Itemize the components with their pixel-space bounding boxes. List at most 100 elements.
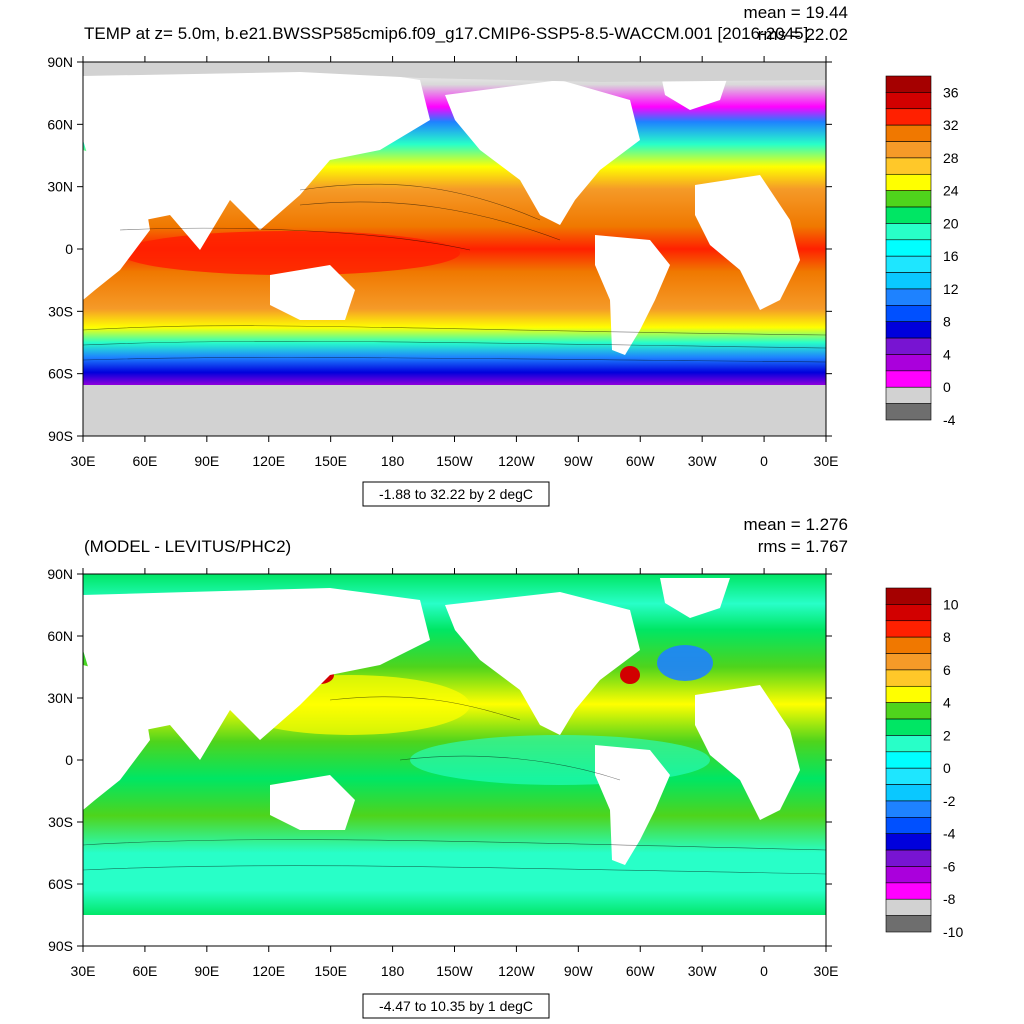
top-colorbar-swatch — [885, 206, 932, 224]
top-colorbar-swatch — [885, 223, 932, 241]
top-lon-tick-label: 30E — [71, 453, 96, 469]
bottom-colorbar-label: 2 — [943, 727, 951, 743]
top-colorbar-swatch — [885, 190, 932, 208]
bottom-colorbar-label: -6 — [943, 858, 956, 874]
bottom-colorbar-label: -8 — [943, 891, 956, 907]
top-lat-tick-label: 0 — [65, 241, 73, 257]
top-colorbar-swatch — [885, 288, 932, 306]
top-colorbar-label: 8 — [943, 314, 951, 330]
bottom-colorbar-label: 10 — [943, 596, 959, 612]
bottom-colorbar-swatch — [885, 833, 932, 851]
bottom-range-box — [362, 993, 550, 1019]
bottom-lon-tick-label: 60W — [626, 963, 656, 979]
bottom-lat-axis: 90N 60N 30N 0 30S 60S 90S — [47, 566, 832, 954]
top-colorbar-swatch — [885, 108, 932, 126]
bottom-land-eurasia — [83, 588, 430, 760]
top-colorbar-swatch — [885, 337, 932, 355]
bottom-mean: mean = 1.276 — [744, 515, 848, 534]
top-rms: rms = 22.02 — [758, 25, 848, 44]
top-colorbar-label: 24 — [943, 183, 959, 199]
bottom-colorbar-swatch — [885, 915, 932, 933]
bottom-lon-tick-label: 90W — [564, 963, 594, 979]
top-land-australia — [270, 265, 355, 320]
top-mean: mean = 19.44 — [744, 3, 848, 22]
bottom-lat-tick-label: 90S — [48, 938, 73, 954]
top-colorbar-swatch — [885, 239, 932, 257]
top-colorbar-swatch — [885, 157, 932, 175]
top-lon-tick-label: 30W — [688, 453, 718, 469]
top-map-field — [83, 62, 826, 436]
top-colorbar-label: 12 — [943, 281, 959, 297]
top-colorbar-swatch — [885, 141, 932, 159]
top-lon-tick-label: 150E — [314, 453, 347, 469]
top-lon-tick-label: 90W — [564, 453, 594, 469]
top-colorbar-swatch — [885, 305, 932, 323]
top-lat-axis: 90N 60N 30N 0 30S 60S 90S — [47, 54, 832, 444]
top-colorbar-swatch — [885, 75, 932, 93]
top-colorbar-swatch — [885, 370, 932, 388]
top-ice — [83, 62, 826, 436]
top-lon-tick-label: 120W — [498, 453, 535, 469]
bottom-land-africa-west — [695, 685, 800, 820]
bottom-lon-axis: 30E 60E 90E 120E 150E 180 150W 120W 90W 60W 30W 0 30… — [71, 568, 838, 979]
top-colorbar-swatch — [885, 321, 932, 339]
top-colorbar-swatch — [885, 403, 932, 421]
bottom-colorbar-label: 0 — [943, 760, 951, 776]
top-colorbar-label: 16 — [943, 248, 959, 264]
bottom-colorbar-swatch — [885, 849, 932, 867]
bottom-lon-tick-label: 150W — [436, 963, 473, 979]
top-lat-tick-label: 30S — [48, 303, 73, 319]
bottom-lon-tick-label: 30W — [688, 963, 718, 979]
bottom-colorbar-label: 8 — [943, 629, 951, 645]
bottom-colorbar-swatch — [885, 653, 932, 671]
top-range-box — [362, 481, 550, 507]
bottom-lon-tick-label: 180 — [381, 963, 405, 979]
top-arctic-ice — [83, 62, 826, 82]
bottom-colorbar-swatch — [885, 620, 932, 638]
top-warm-pool — [120, 231, 460, 275]
top-colorbar-label: 4 — [943, 346, 951, 362]
bottom-colorbar-swatch — [885, 866, 932, 884]
bottom-range-label: -4.47 to 10.35 by 1 degC — [379, 998, 533, 1014]
bottom-lon-tick-label: 0 — [760, 963, 768, 979]
top-lon-tick-label: 180 — [381, 453, 405, 469]
top-colorbar-swatch — [885, 92, 932, 110]
top-colorbar-swatch — [885, 386, 932, 404]
top-title: TEMP at z= 5.0m, b.e21.BWSSP585cmip6.f09… — [84, 24, 808, 43]
top-lon-tick-label: 150W — [436, 453, 473, 469]
bottom-lon-tick-label: 60E — [132, 963, 157, 979]
top-lon-tick-label: 30E — [814, 453, 839, 469]
top-lon-tick-label: 60E — [132, 453, 157, 469]
top-lon-tick-label: 0 — [760, 453, 768, 469]
top-colorbar-label: 36 — [943, 84, 959, 100]
bottom-lon-tick-label: 90E — [194, 963, 219, 979]
bottom-colorbar-label: 6 — [943, 662, 951, 678]
bottom-lat-tick-label: 30N — [47, 690, 73, 706]
bottom-land-north-america — [445, 592, 640, 735]
top-colorbar-label: 20 — [943, 215, 959, 231]
bottom-land — [83, 578, 826, 946]
bottom-lat-tick-label: 30S — [48, 814, 73, 830]
top-colorbar-swatch — [885, 272, 932, 290]
top-lon-tick-label: 90E — [194, 453, 219, 469]
top-colorbar-label: 28 — [943, 150, 959, 166]
bottom-colorbar-swatch — [885, 882, 932, 900]
top-colorbar-label: -4 — [943, 412, 956, 428]
top-contours — [83, 183, 826, 363]
top-lat-tick-label: 30N — [47, 179, 73, 195]
top-land-africa-east — [83, 150, 150, 300]
top-land — [83, 66, 800, 355]
bottom-map-panel: (MODEL - LEVITUS/PHC2) mean = 1.276 rms … — [47, 515, 963, 1019]
top-colorbar-label: 32 — [943, 117, 959, 133]
bottom-lat-tick-label: 60S — [48, 876, 73, 892]
bottom-contours — [83, 696, 826, 875]
bottom-colorbar-label: -10 — [943, 924, 963, 940]
bottom-lon-tick-label: 150E — [314, 963, 347, 979]
bottom-lon-tick-label: 30E — [71, 963, 96, 979]
top-land-africa-west — [695, 175, 800, 310]
top-colorbar-swatch — [885, 255, 932, 273]
bottom-land-south-america — [595, 745, 670, 865]
top-land-north-america — [445, 80, 640, 225]
bottom-colorbar-swatch — [885, 735, 932, 753]
